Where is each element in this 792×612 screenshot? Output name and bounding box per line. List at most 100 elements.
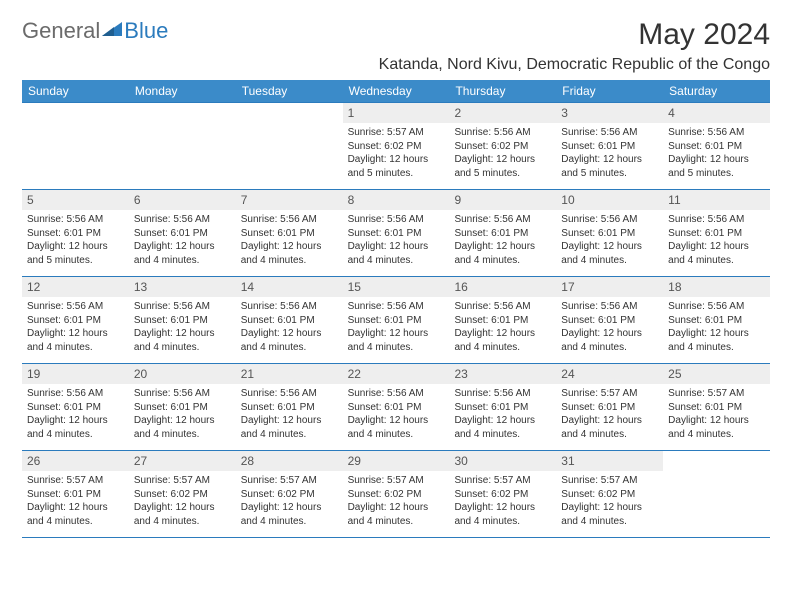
day-sunrise: Sunrise: 5:56 AM [454, 126, 551, 140]
day-sunset: Sunset: 6:01 PM [561, 314, 658, 328]
day-sunset: Sunset: 6:01 PM [27, 488, 124, 502]
day-header: Friday [556, 80, 663, 102]
day-sunrise: Sunrise: 5:56 AM [241, 213, 338, 227]
day-info: Sunrise: 5:56 AMSunset: 6:01 PMDaylight:… [556, 297, 663, 359]
day-daylight2: and 4 minutes. [454, 428, 551, 442]
day-number: 2 [449, 103, 556, 123]
day-sunrise: Sunrise: 5:57 AM [348, 126, 445, 140]
day-daylight1: Daylight: 12 hours [668, 153, 765, 167]
day-number: 31 [556, 451, 663, 471]
day-daylight1: Daylight: 12 hours [27, 327, 124, 341]
day-daylight1: Daylight: 12 hours [561, 327, 658, 341]
day-header-row: SundayMondayTuesdayWednesdayThursdayFrid… [22, 80, 770, 102]
day-daylight2: and 4 minutes. [27, 341, 124, 355]
day-daylight2: and 4 minutes. [454, 341, 551, 355]
day-cell: 11Sunrise: 5:56 AMSunset: 6:01 PMDayligh… [663, 190, 770, 276]
day-daylight1: Daylight: 12 hours [134, 327, 231, 341]
day-info: Sunrise: 5:56 AMSunset: 6:01 PMDaylight:… [343, 384, 450, 446]
day-sunrise: Sunrise: 5:57 AM [561, 387, 658, 401]
day-info: Sunrise: 5:57 AMSunset: 6:01 PMDaylight:… [663, 384, 770, 446]
weeks-container: 1Sunrise: 5:57 AMSunset: 6:02 PMDaylight… [22, 102, 770, 538]
day-daylight2: and 5 minutes. [454, 167, 551, 181]
day-number: 1 [343, 103, 450, 123]
day-sunrise: Sunrise: 5:57 AM [241, 474, 338, 488]
day-cell: 14Sunrise: 5:56 AMSunset: 6:01 PMDayligh… [236, 277, 343, 363]
day-sunrise: Sunrise: 5:56 AM [668, 126, 765, 140]
day-info: Sunrise: 5:56 AMSunset: 6:01 PMDaylight:… [663, 210, 770, 272]
day-number: 11 [663, 190, 770, 210]
day-daylight1: Daylight: 12 hours [454, 501, 551, 515]
day-number: 29 [343, 451, 450, 471]
day-info: Sunrise: 5:56 AMSunset: 6:01 PMDaylight:… [129, 210, 236, 272]
day-cell: 5Sunrise: 5:56 AMSunset: 6:01 PMDaylight… [22, 190, 129, 276]
logo: General Blue [22, 18, 168, 44]
day-info: Sunrise: 5:57 AMSunset: 6:02 PMDaylight:… [449, 471, 556, 533]
day-header: Tuesday [236, 80, 343, 102]
day-daylight1: Daylight: 12 hours [27, 501, 124, 515]
day-sunrise: Sunrise: 5:56 AM [348, 213, 445, 227]
day-daylight1: Daylight: 12 hours [241, 327, 338, 341]
day-number: 27 [129, 451, 236, 471]
day-daylight2: and 5 minutes. [668, 167, 765, 181]
day-sunset: Sunset: 6:01 PM [668, 314, 765, 328]
day-info: Sunrise: 5:56 AMSunset: 6:01 PMDaylight:… [449, 297, 556, 359]
day-info: Sunrise: 5:57 AMSunset: 6:02 PMDaylight:… [343, 123, 450, 185]
day-cell: 24Sunrise: 5:57 AMSunset: 6:01 PMDayligh… [556, 364, 663, 450]
day-sunrise: Sunrise: 5:56 AM [454, 387, 551, 401]
day-sunset: Sunset: 6:02 PM [454, 488, 551, 502]
day-cell: 18Sunrise: 5:56 AMSunset: 6:01 PMDayligh… [663, 277, 770, 363]
day-sunset: Sunset: 6:01 PM [27, 314, 124, 328]
day-daylight2: and 4 minutes. [561, 515, 658, 529]
day-number: 12 [22, 277, 129, 297]
day-info: Sunrise: 5:56 AMSunset: 6:01 PMDaylight:… [556, 123, 663, 185]
day-daylight2: and 4 minutes. [668, 254, 765, 268]
day-cell: 28Sunrise: 5:57 AMSunset: 6:02 PMDayligh… [236, 451, 343, 537]
day-daylight1: Daylight: 12 hours [241, 240, 338, 254]
day-cell: 30Sunrise: 5:57 AMSunset: 6:02 PMDayligh… [449, 451, 556, 537]
day-sunset: Sunset: 6:02 PM [454, 140, 551, 154]
day-daylight2: and 4 minutes. [241, 428, 338, 442]
day-daylight2: and 4 minutes. [561, 341, 658, 355]
day-info: Sunrise: 5:56 AMSunset: 6:01 PMDaylight:… [129, 297, 236, 359]
day-daylight1: Daylight: 12 hours [668, 240, 765, 254]
day-daylight1: Daylight: 12 hours [454, 240, 551, 254]
day-daylight2: and 5 minutes. [561, 167, 658, 181]
logo-text-2: Blue [124, 18, 168, 44]
day-number: 19 [22, 364, 129, 384]
day-sunrise: Sunrise: 5:56 AM [134, 213, 231, 227]
day-number: 20 [129, 364, 236, 384]
day-cell [236, 103, 343, 189]
day-sunset: Sunset: 6:02 PM [241, 488, 338, 502]
day-info: Sunrise: 5:56 AMSunset: 6:01 PMDaylight:… [236, 297, 343, 359]
day-daylight2: and 4 minutes. [348, 515, 445, 529]
day-sunset: Sunset: 6:01 PM [561, 401, 658, 415]
day-sunset: Sunset: 6:01 PM [561, 227, 658, 241]
day-info: Sunrise: 5:56 AMSunset: 6:01 PMDaylight:… [343, 210, 450, 272]
day-sunset: Sunset: 6:01 PM [454, 227, 551, 241]
day-daylight2: and 4 minutes. [134, 515, 231, 529]
day-sunset: Sunset: 6:02 PM [348, 488, 445, 502]
day-daylight2: and 4 minutes. [134, 428, 231, 442]
day-daylight2: and 5 minutes. [348, 167, 445, 181]
day-daylight1: Daylight: 12 hours [27, 240, 124, 254]
day-number-empty [663, 451, 770, 471]
day-sunrise: Sunrise: 5:56 AM [668, 213, 765, 227]
day-sunset: Sunset: 6:01 PM [454, 314, 551, 328]
day-daylight1: Daylight: 12 hours [668, 414, 765, 428]
day-sunrise: Sunrise: 5:57 AM [668, 387, 765, 401]
day-cell: 25Sunrise: 5:57 AMSunset: 6:01 PMDayligh… [663, 364, 770, 450]
day-cell: 9Sunrise: 5:56 AMSunset: 6:01 PMDaylight… [449, 190, 556, 276]
day-daylight1: Daylight: 12 hours [561, 240, 658, 254]
day-number: 18 [663, 277, 770, 297]
day-info: Sunrise: 5:56 AMSunset: 6:01 PMDaylight:… [236, 384, 343, 446]
day-sunset: Sunset: 6:01 PM [561, 140, 658, 154]
day-cell: 1Sunrise: 5:57 AMSunset: 6:02 PMDaylight… [343, 103, 450, 189]
week-row: 12Sunrise: 5:56 AMSunset: 6:01 PMDayligh… [22, 276, 770, 363]
day-daylight1: Daylight: 12 hours [348, 153, 445, 167]
calendar-grid: SundayMondayTuesdayWednesdayThursdayFrid… [22, 80, 770, 538]
day-daylight2: and 4 minutes. [241, 254, 338, 268]
week-row: 26Sunrise: 5:57 AMSunset: 6:01 PMDayligh… [22, 450, 770, 538]
day-daylight1: Daylight: 12 hours [668, 327, 765, 341]
day-number: 7 [236, 190, 343, 210]
day-number: 22 [343, 364, 450, 384]
